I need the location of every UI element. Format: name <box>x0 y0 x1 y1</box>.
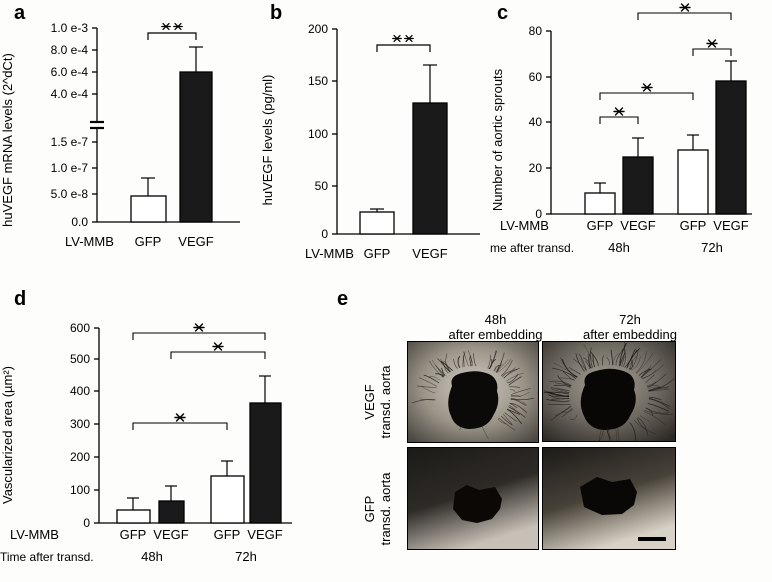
svg-text:50: 50 <box>315 179 329 193</box>
svg-text:40: 40 <box>529 115 543 129</box>
svg-text:80: 80 <box>529 24 543 38</box>
svg-text:VEGF: VEGF <box>178 234 213 249</box>
svg-text:0.0: 0.0 <box>71 215 88 229</box>
svg-text:100: 100 <box>308 127 328 141</box>
svg-text:48h: 48h <box>141 549 163 564</box>
svg-text:VEGF: VEGF <box>153 527 188 542</box>
svg-text:LV-MMB: LV-MMB <box>305 246 354 261</box>
svg-text:72h: 72h <box>701 240 723 255</box>
svg-text:4.0 e-4: 4.0 e-4 <box>51 87 89 101</box>
svg-text:GFP: GFP <box>214 527 241 542</box>
svg-text:72h: 72h <box>235 549 257 564</box>
svg-text:1.0 e-7: 1.0 e-7 <box>51 161 89 175</box>
svg-text:huVEGF levels (pg/ml): huVEGF levels (pg/ml) <box>260 75 275 206</box>
svg-text:Time after transd.: Time after transd. <box>0 550 94 564</box>
svg-text:LV-MMB: LV-MMB <box>10 527 59 542</box>
svg-text:VEGF: VEGF <box>412 246 447 261</box>
svg-text:1.0 e-3: 1.0 e-3 <box>51 21 89 35</box>
svg-text:6.0 e-4: 6.0 e-4 <box>51 65 89 79</box>
svg-text:huVEGF mRNA levels (2^dCt): huVEGF mRNA levels (2^dCt) <box>0 53 15 227</box>
svg-text:5.0 e-8: 5.0 e-8 <box>51 187 89 201</box>
svg-text:20: 20 <box>529 161 543 175</box>
svg-text:LV-MMB: LV-MMB <box>500 218 549 233</box>
svg-text:1.5 e-7: 1.5 e-7 <box>51 135 89 149</box>
svg-text:VEGF: VEGF <box>620 218 655 233</box>
svg-text:600: 600 <box>70 321 90 335</box>
svg-text:Number of aortic sprouts: Number of aortic sprouts <box>490 68 505 211</box>
svg-text:500: 500 <box>70 352 90 366</box>
svg-text:GFP: GFP <box>587 218 614 233</box>
svg-text:GFP: GFP <box>680 218 707 233</box>
svg-text:200: 200 <box>70 450 90 464</box>
svg-text:me after transd.: me after transd. <box>490 241 574 255</box>
svg-text:LV-MMB: LV-MMB <box>65 234 114 249</box>
svg-text:150: 150 <box>308 74 328 88</box>
svg-text:300: 300 <box>70 417 90 431</box>
svg-text:GFP: GFP <box>364 246 391 261</box>
svg-text:GFP: GFP <box>120 527 147 542</box>
svg-text:48h: 48h <box>608 240 630 255</box>
svg-text:GFP: GFP <box>135 234 162 249</box>
svg-text:VEGF: VEGF <box>247 527 282 542</box>
svg-text:8.0 e-4: 8.0 e-4 <box>51 43 89 57</box>
svg-text:Vascularized area (µm²): Vascularized area (µm²) <box>0 366 15 504</box>
svg-text:200: 200 <box>308 22 328 36</box>
svg-text:60: 60 <box>529 70 543 84</box>
svg-text:0: 0 <box>321 227 328 241</box>
svg-text:VEGF: VEGF <box>713 218 748 233</box>
svg-text:0: 0 <box>83 516 90 530</box>
svg-text:400: 400 <box>70 384 90 398</box>
svg-text:100: 100 <box>70 483 90 497</box>
